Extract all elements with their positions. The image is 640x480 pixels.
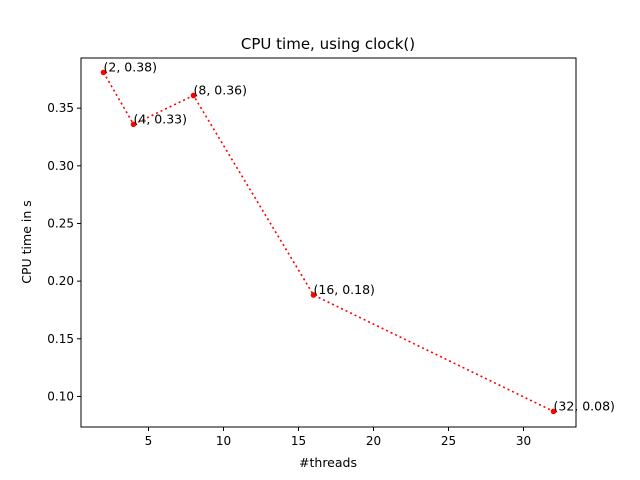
y-tick-label: 0.15 <box>47 332 74 346</box>
x-tick-label: 5 <box>145 434 153 448</box>
data-point <box>190 92 197 99</box>
x-tick-label: 20 <box>366 434 381 448</box>
data-label: (8, 0.36) <box>194 82 248 97</box>
y-tick-label: 0.20 <box>47 274 74 288</box>
data-points <box>100 69 557 415</box>
data-annotations: (2, 0.38) (4, 0.33) (8, 0.36) (16, 0.18) (32… <box>104 59 615 413</box>
data-label: (16, 0.18) <box>314 282 375 297</box>
plot-area <box>80 57 577 428</box>
y-tick-label: 0.10 <box>47 389 74 403</box>
x-axis: 5 10 15 20 25 30 <box>145 427 531 448</box>
x-tick-label: 10 <box>216 434 231 448</box>
y-tick-label: 0.25 <box>47 216 74 230</box>
y-tick-label: 0.30 <box>47 159 74 173</box>
data-point <box>100 69 107 76</box>
chart-title: CPU time, using clock() <box>241 35 415 53</box>
y-axis-label: CPU time in s <box>19 200 34 283</box>
data-label: (32, 0.08) <box>554 398 615 413</box>
data-point <box>550 408 557 415</box>
x-tick-label: 25 <box>441 434 456 448</box>
x-axis-label: #threads <box>299 455 357 470</box>
data-label: (4, 0.33) <box>134 111 188 126</box>
x-tick-label: 30 <box>516 434 531 448</box>
data-label: (2, 0.38) <box>104 59 158 74</box>
data-point <box>130 121 137 128</box>
x-tick-label: 15 <box>291 434 306 448</box>
data-point <box>310 292 317 298</box>
y-axis: 0.10 0.15 0.20 0.25 0.30 0.35 <box>47 101 81 403</box>
y-tick-label: 0.35 <box>47 101 74 115</box>
